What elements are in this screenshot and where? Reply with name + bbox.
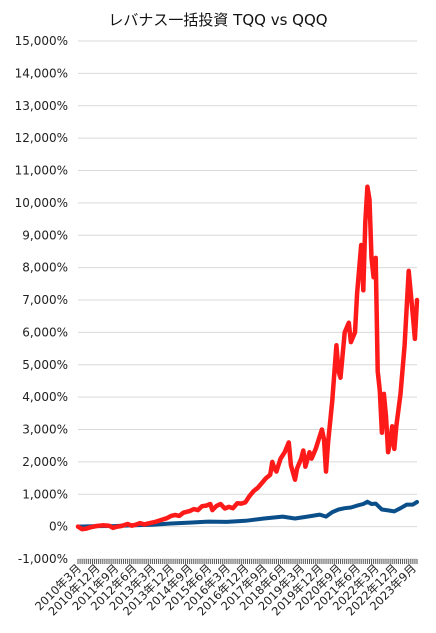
y-tick-label: 9,000%: [22, 228, 68, 242]
y-tick-label: 14,000%: [15, 66, 68, 80]
y-tick-label: 7,000%: [22, 293, 68, 307]
y-tick-label: 15,000%: [15, 34, 68, 48]
y-tick-label: 10,000%: [15, 196, 68, 210]
y-tick-label: 8,000%: [22, 261, 68, 275]
y-tick-label: -1,000%: [18, 552, 68, 566]
y-tick-label: 6,000%: [22, 325, 68, 339]
series-line-blue: [76, 499, 419, 529]
y-axis-ticks: -1,000% 0% 1,000% 2,000% 3,000% 4,000% 5,000% 6…: [15, 34, 68, 566]
x-axis-minor-ticks: [77, 559, 418, 564]
x-axis-ticks: 2010年3月2010年12月2011年9月2012年6月2013年3月2013…: [32, 561, 419, 618]
gridlines: [78, 40, 417, 560]
y-tick-label: 0%: [49, 520, 68, 534]
y-tick-label: 2,000%: [22, 455, 68, 469]
series-line-red: [75, 184, 420, 532]
y-tick-label: 3,000%: [22, 423, 68, 437]
y-tick-label: 5,000%: [22, 358, 68, 372]
y-tick-label: 13,000%: [15, 99, 68, 113]
y-tick-label: 4,000%: [22, 390, 68, 404]
y-tick-label: 1,000%: [22, 487, 68, 501]
series-lines: [75, 184, 420, 532]
y-tick-label: 11,000%: [15, 164, 68, 178]
y-tick-label: 12,000%: [15, 131, 68, 145]
chart-title: レバナス一括投資 TQQ vs QQQ: [108, 11, 328, 29]
